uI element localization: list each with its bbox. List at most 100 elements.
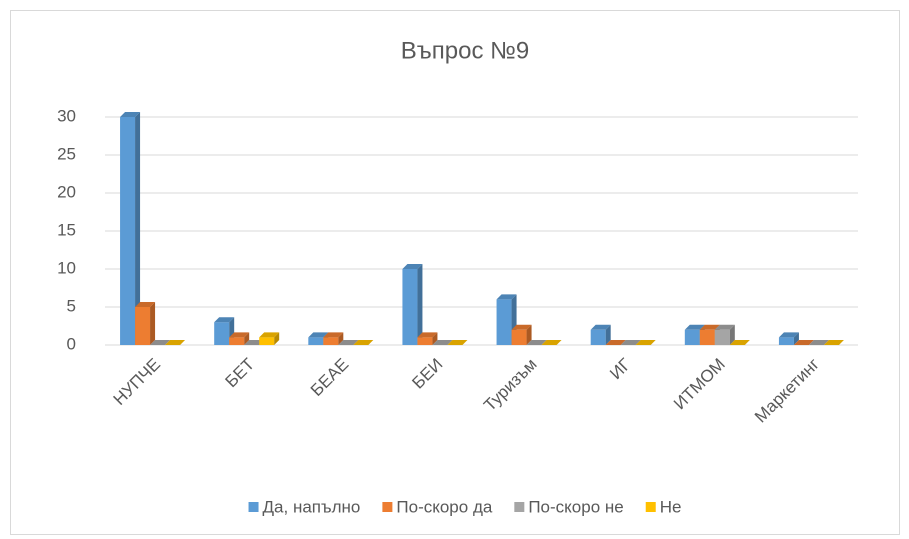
bar-top: [526, 340, 547, 345]
bar: [135, 302, 156, 345]
chart-border: [10, 10, 900, 535]
bar: [714, 324, 735, 345]
bar: [496, 294, 517, 345]
legend-label: По-скоро да: [396, 497, 492, 516]
bar-top: [590, 324, 611, 330]
legend-swatch: [382, 502, 393, 512]
bar-front: [120, 117, 136, 345]
y-tick-label: 25: [57, 144, 76, 163]
bar: [808, 340, 829, 346]
bar-top: [793, 340, 814, 345]
bar-front: [699, 329, 715, 345]
bar-top: [729, 340, 750, 345]
bar: [823, 340, 844, 346]
bar-side: [605, 324, 611, 345]
legend-label: По-скоро не: [528, 497, 623, 516]
bar-front: [323, 337, 339, 345]
bar: [590, 324, 611, 345]
bar-top: [823, 340, 844, 345]
bar: [620, 340, 641, 346]
bar-front: [259, 337, 275, 345]
bar-side: [793, 332, 799, 345]
bar-top: [417, 332, 438, 338]
bar-top: [353, 340, 374, 345]
bar: [511, 324, 532, 345]
bar-front: [511, 329, 527, 345]
bar-top: [635, 340, 656, 345]
bar-front: [778, 337, 794, 345]
bar-top: [699, 324, 720, 330]
bar-top: [620, 340, 641, 345]
bar-front: [496, 299, 512, 345]
legend-item: По-скоро да: [382, 497, 493, 516]
y-tick-label: 10: [57, 258, 76, 277]
bar-side: [150, 302, 156, 345]
bar-top: [229, 332, 250, 338]
bar: [778, 332, 799, 345]
bar-top: [150, 340, 171, 345]
bar: [338, 340, 359, 346]
legend-label: Да, напълно: [263, 497, 361, 516]
y-tick-label: 20: [57, 182, 76, 201]
bar: [402, 264, 423, 345]
bar-front: [590, 329, 606, 345]
bar: [793, 340, 814, 346]
bar-front: [714, 329, 730, 345]
legend-swatch: [645, 502, 656, 512]
bar-top: [323, 332, 344, 338]
bar: [353, 340, 374, 346]
bar: [605, 340, 626, 346]
bar-top: [402, 264, 423, 269]
bar: [259, 332, 280, 345]
y-tick-label: 5: [67, 296, 76, 315]
bar-top: [308, 332, 329, 338]
bar-front: [135, 307, 151, 345]
bar: [120, 112, 141, 345]
bar-side: [274, 332, 280, 345]
bar: [729, 340, 750, 346]
bar-top: [541, 340, 562, 345]
bar-top: [214, 317, 235, 323]
bar: [541, 340, 562, 346]
bar-top: [511, 324, 532, 330]
y-tick-label: 15: [57, 220, 76, 239]
legend-label: Не: [660, 497, 682, 516]
bar-front: [308, 337, 324, 345]
bar-top: [165, 340, 186, 345]
bar-front: [417, 337, 433, 345]
bar-top: [605, 340, 626, 345]
bar-side: [432, 332, 438, 345]
bar-side: [417, 264, 423, 345]
y-tick-label: 0: [67, 334, 76, 353]
bar-front: [229, 337, 245, 345]
bar: [417, 332, 438, 345]
bar-side: [338, 332, 344, 345]
bar-top: [447, 340, 468, 345]
bar-side: [135, 112, 141, 345]
legend-item: Да, напълно: [248, 497, 361, 516]
bar-side: [244, 332, 250, 345]
bar-top: [496, 294, 517, 300]
bar-top: [714, 324, 735, 330]
bar-top: [684, 324, 705, 330]
chart-title: Въпрос №9: [401, 37, 529, 64]
bar: [150, 340, 171, 346]
legend-swatch: [248, 502, 259, 512]
bar: [635, 340, 656, 346]
bar-side: [526, 324, 532, 345]
bar-top: [259, 332, 280, 338]
bar-front: [214, 322, 230, 345]
bar: [229, 332, 250, 345]
legend-swatch: [514, 502, 525, 512]
bar: [526, 340, 547, 346]
bar-top: [338, 340, 359, 345]
legend-item: Не: [645, 497, 682, 516]
bar-top: [808, 340, 829, 345]
bar-front: [684, 329, 700, 345]
bar-top: [778, 332, 799, 338]
bar: [165, 340, 186, 346]
legend-item: По-скоро не: [514, 497, 624, 516]
bar-top: [120, 112, 141, 117]
bar-top: [432, 340, 453, 345]
